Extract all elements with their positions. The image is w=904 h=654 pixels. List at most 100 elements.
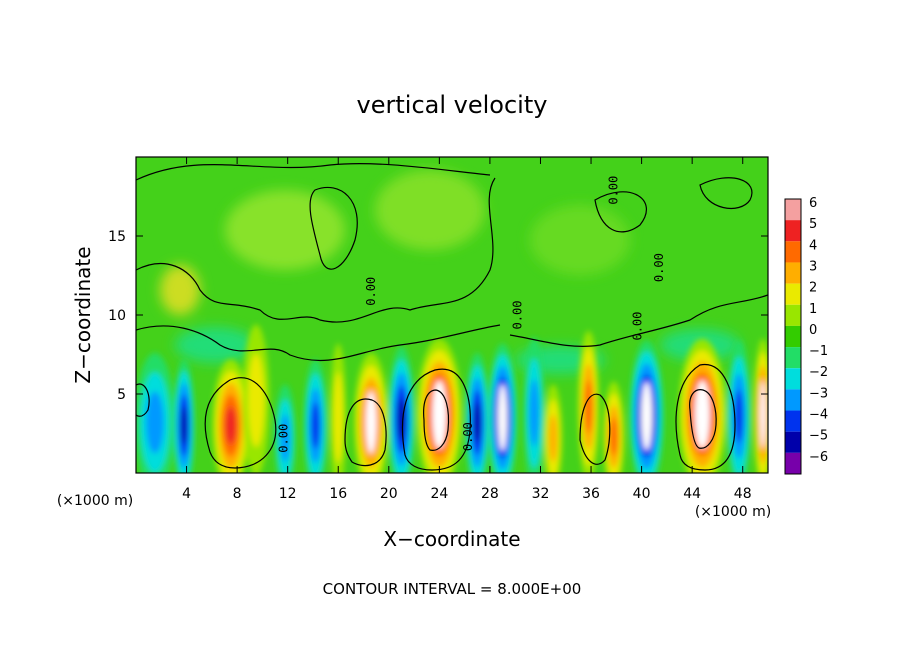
y-tick-label: 10 (108, 308, 126, 324)
velocity-cell-core (694, 380, 710, 449)
contour-line (689, 389, 717, 449)
x-tick-label: 44 (683, 486, 701, 502)
upper-light-patch (375, 170, 485, 250)
contour-line (136, 177, 496, 323)
colorbar-swatch (785, 410, 801, 432)
x-tick-label: 4 (182, 486, 191, 502)
colorbar-frame (784, 198, 802, 475)
colorbar-tick-label: 1 (809, 302, 817, 317)
contour-line (344, 398, 387, 467)
contour-label: 0.00 (364, 277, 378, 306)
x-tick-label: 32 (532, 486, 550, 502)
colorbar-swatch (785, 241, 801, 263)
contour-label-layer: 0.00 0.00 0.00 0.00 0.00 0.00 0.00 (277, 176, 666, 453)
x-axis-ticks: 4 8 12 16 20 24 28 32 36 40 44 48 (182, 157, 752, 502)
contour-line (136, 163, 491, 181)
colorbar-swatch (785, 304, 801, 326)
colorbar-tick-label: −5 (809, 429, 828, 444)
colorbar-tick-label: −6 (809, 450, 828, 465)
contour-line (699, 177, 753, 209)
contour-line (401, 368, 471, 471)
upper-light-patch (225, 190, 345, 270)
x-units-left: (×1000 m) (57, 493, 133, 509)
velocity-cell (280, 414, 290, 463)
contour-line (579, 393, 611, 465)
velocity-cell (473, 402, 481, 443)
velocity-cell (247, 353, 265, 447)
mid-yellow-patch (160, 265, 200, 315)
colorbar: 6 5 4 3 2 1 0 −1 −2 −3 −4 −5 −6 (784, 196, 828, 475)
velocity-cell (548, 414, 558, 463)
colorbar-tick-label: 5 (809, 217, 817, 232)
colorbar-tick-label: −4 (809, 408, 828, 423)
colorbar-swatch (785, 389, 801, 411)
x-tick-label: 12 (279, 486, 297, 502)
colorbar-tick-label: 0 (809, 323, 817, 338)
contour-line (204, 377, 277, 469)
velocity-cell (225, 406, 237, 445)
contour-label: 0.00 (631, 312, 645, 341)
velocity-cell (180, 406, 188, 445)
velocity-cell (311, 402, 320, 449)
contour-label: 0.00 (607, 176, 621, 205)
colorbar-swatch (785, 262, 801, 284)
contour-line (509, 294, 768, 347)
x-tick-label: 28 (481, 486, 499, 502)
colorbar-swatch (785, 325, 801, 348)
contour-label: 0.00 (277, 424, 291, 453)
velocity-cell (610, 417, 618, 456)
contour-label: 0.00 (511, 301, 525, 330)
colorbar-swatch (785, 199, 801, 221)
colorbar-tick-label: −3 (809, 386, 828, 401)
velocity-cell (146, 391, 164, 454)
x-units-right: (×1000 m) (695, 504, 771, 520)
contour-label: 0.00 (652, 253, 666, 282)
contour-line (136, 383, 150, 417)
colorbar-tick-label: −1 (809, 344, 828, 359)
chart-title: vertical velocity (357, 91, 548, 119)
colorbar-tick-label: −2 (809, 365, 828, 380)
y-tick-label: 5 (117, 387, 126, 403)
x-tick-label: 40 (633, 486, 651, 502)
x-axis-label: X−coordinate (383, 527, 520, 551)
colorbar-tick-label: 4 (809, 238, 817, 253)
x-tick-label: 8 (233, 486, 242, 502)
velocity-cell-core (759, 380, 766, 449)
velocity-cell (734, 389, 744, 443)
colorbar-swatch (785, 283, 801, 305)
contour-line (136, 324, 501, 362)
zero-contours (136, 163, 768, 471)
velocity-cell (397, 398, 406, 441)
colorbar-swatch (785, 347, 801, 369)
velocity-cell-core (365, 391, 377, 454)
colorbar-swatch (785, 452, 801, 474)
velocity-cell (333, 372, 344, 464)
contour-line (309, 186, 358, 270)
velocity-cell-core (432, 380, 447, 449)
contour-line (675, 364, 736, 471)
contour-label: 0.00 (461, 422, 475, 451)
colorbar-swatch (785, 368, 801, 390)
x-tick-label: 16 (329, 486, 347, 502)
x-tick-label: 20 (380, 486, 398, 502)
velocity-cell (529, 379, 539, 447)
contour-line (423, 389, 450, 451)
x-tick-label: 48 (734, 486, 752, 502)
y-axis-ticks: 5 10 15 (108, 229, 768, 403)
mid-cyan-patch (175, 327, 255, 363)
velocity-cell (584, 380, 593, 434)
colorbar-tick-label: 6 (809, 196, 817, 211)
velocity-cells (136, 324, 768, 473)
colorbar-swatch (785, 220, 801, 242)
velocity-cell-core (641, 381, 653, 451)
contour-line (594, 191, 647, 233)
colorbar-tick-label: 2 (809, 281, 817, 296)
x-tick-label: 24 (430, 486, 448, 502)
y-tick-label: 15 (108, 229, 126, 245)
y-axis-label: Z−coordinate (71, 246, 95, 383)
colorbar-swatch (785, 431, 801, 453)
upper-light-patch (530, 205, 630, 275)
colorbar-tick-label: 3 (809, 259, 817, 274)
plot-area: 0.00 0.00 0.00 0.00 0.00 0.00 0.00 (136, 157, 768, 473)
